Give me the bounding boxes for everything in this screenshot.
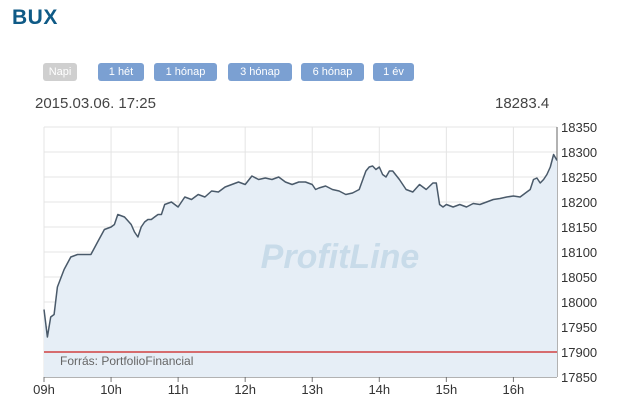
area-fill	[44, 154, 557, 377]
watermark-text: ProfitLine	[261, 238, 420, 276]
x-tick-label: 11h	[168, 382, 189, 397]
y-tick-label: 18300	[561, 145, 597, 160]
tab-1-ev[interactable]: 1 év	[373, 63, 414, 81]
y-tick-label: 18000	[561, 295, 597, 310]
tab-napi[interactable]: Napi	[43, 63, 77, 81]
x-tick-label: 14h	[368, 382, 390, 397]
x-tick-label: 09h	[33, 382, 55, 397]
x-tick-label: 12h	[234, 382, 256, 397]
tab-3-honap[interactable]: 3 hónap	[228, 63, 292, 81]
y-tick-label: 18100	[561, 245, 597, 260]
tab-1-het[interactable]: 1 hét	[98, 63, 144, 81]
chart-timestamp: 2015.03.06. 17:25	[35, 95, 156, 112]
y-tick-label: 18350	[561, 120, 597, 135]
y-tick-label: 18250	[561, 170, 597, 185]
x-tick-label: 13h	[301, 382, 323, 397]
tab-1-honap[interactable]: 1 hónap	[154, 63, 217, 81]
x-tick-label: 16h	[503, 382, 525, 397]
source-note: Forrás: PortfolioFinancial	[60, 354, 193, 368]
x-tick-label: 15h	[436, 382, 458, 397]
y-tick-label: 17850	[561, 370, 597, 385]
y-tick-label: 17950	[561, 320, 597, 335]
last-value: 18283.4	[495, 95, 550, 112]
y-tick-label: 17900	[561, 345, 597, 360]
y-tick-label: 18200	[561, 195, 597, 210]
y-tick-label: 18150	[561, 220, 597, 235]
x-tick-label: 10h	[100, 382, 122, 397]
bux-series-line	[43, 153, 558, 338]
tab-6-honap[interactable]: 6 hónap	[301, 63, 364, 81]
y-tick-label: 18050	[561, 270, 597, 285]
page-title: BUX	[12, 6, 58, 29]
